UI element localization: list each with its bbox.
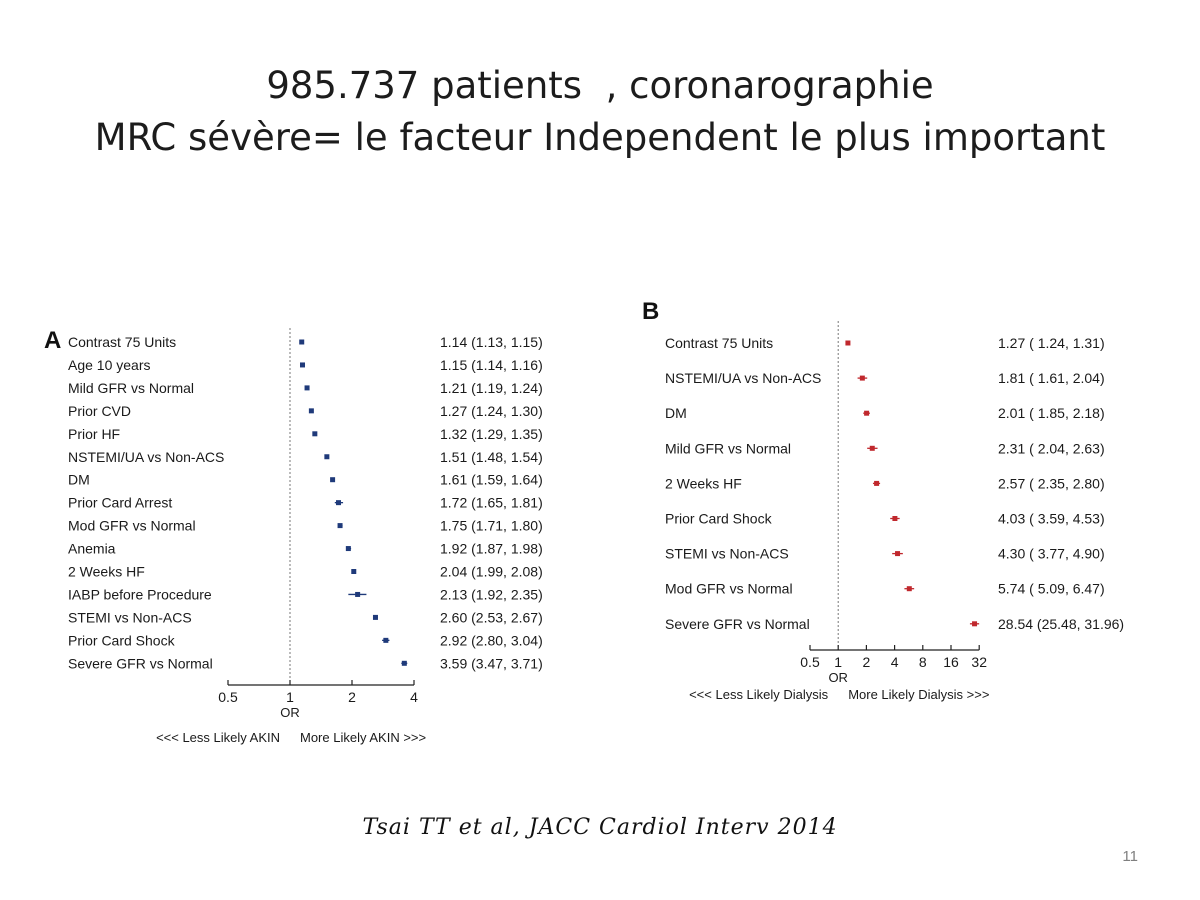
x-tick-label: 16 <box>943 654 959 670</box>
x-tick-label: 2 <box>863 654 871 670</box>
x-tick-label: 8 <box>919 654 927 670</box>
or-value-label: 2.57 ( 2.35, 2.80) <box>998 475 1105 491</box>
or-point <box>372 614 378 620</box>
x-tick-label: 1 <box>286 689 294 705</box>
x-axis-title: OR <box>828 670 848 685</box>
or-point <box>845 340 851 346</box>
or-point <box>895 551 901 557</box>
row-label: NSTEMI/UA vs Non-ACS <box>68 449 224 465</box>
or-value-label: 5.74 ( 5.09, 6.47) <box>998 581 1105 597</box>
row-label: Mod GFR vs Normal <box>665 581 793 597</box>
or-point <box>859 375 865 381</box>
direction-label-right: More Likely AKIN >>> <box>300 730 426 745</box>
row-label: Prior CVD <box>68 403 131 419</box>
or-point <box>383 637 389 643</box>
row-label: Mild GFR vs Normal <box>665 440 791 456</box>
or-value-label: 2.31 ( 2.04, 2.63) <box>998 440 1105 456</box>
row-label: 2 Weeks HF <box>665 475 742 491</box>
or-value-label: 1.92 (1.87, 1.98) <box>440 541 543 557</box>
row-label: Prior Card Arrest <box>68 495 172 511</box>
row-label: Contrast 75 Units <box>68 334 176 350</box>
row-label: Prior Card Shock <box>68 632 176 648</box>
or-point <box>337 523 343 529</box>
row-label: Prior Card Shock <box>665 511 773 527</box>
x-axis-title: OR <box>280 705 300 720</box>
or-value-label: 2.01 ( 1.85, 2.18) <box>998 405 1105 421</box>
or-value-label: 1.51 (1.48, 1.54) <box>440 449 543 465</box>
direction-label-left: <<< Less Likely Dialysis <box>689 687 829 702</box>
x-tick-label: 4 <box>891 654 899 670</box>
direction-label-right: More Likely Dialysis >>> <box>848 687 989 702</box>
or-value-label: 2.92 (2.80, 3.04) <box>440 632 543 648</box>
row-label: Mod GFR vs Normal <box>68 518 196 534</box>
or-point <box>300 362 306 368</box>
row-label: STEMI vs Non-ACS <box>665 546 789 562</box>
row-label: Age 10 years <box>68 357 151 373</box>
slide-title-line-2: MRC sévère= le facteur Independent le pl… <box>94 116 1106 159</box>
forest-plot-a: A Contrast 75 Units 1.14 (1.13, 1.15) Age 1… <box>44 327 543 745</box>
panel-letter-a: A <box>44 327 61 354</box>
x-tick-label: 1 <box>834 654 842 670</box>
or-value-label: 1.32 (1.29, 1.35) <box>440 426 543 442</box>
or-point <box>869 445 875 451</box>
row-label: DM <box>665 405 687 421</box>
slide-number: 11 <box>1122 848 1138 865</box>
or-value-label: 1.21 (1.19, 1.24) <box>440 380 543 396</box>
or-point <box>401 660 407 666</box>
row-label: DM <box>68 472 90 488</box>
or-value-label: 2.04 (1.99, 2.08) <box>440 564 543 580</box>
or-point <box>351 569 357 574</box>
or-point <box>355 591 361 597</box>
or-point <box>972 621 978 627</box>
x-tick-label: 32 <box>971 654 987 670</box>
slide-title: 985.737 patients , coronarographie MRC s… <box>0 60 1200 164</box>
or-value-label: 4.30 ( 3.77, 4.90) <box>998 546 1105 562</box>
or-value-label: 4.03 ( 3.59, 4.53) <box>998 511 1105 527</box>
row-label: Contrast 75 Units <box>665 335 773 351</box>
panel-letter-b: B <box>642 298 659 325</box>
or-point <box>906 586 912 592</box>
or-point <box>308 408 314 414</box>
or-value-label: 2.13 (1.92, 2.35) <box>440 586 543 602</box>
row-label: STEMI vs Non-ACS <box>68 609 192 625</box>
x-tick-label: 0.5 <box>800 654 820 670</box>
or-value-label: 1.75 (1.71, 1.80) <box>440 518 543 534</box>
or-value-label: 1.81 ( 1.61, 2.04) <box>998 370 1105 386</box>
or-value-label: 1.27 ( 1.24, 1.31) <box>998 335 1105 351</box>
or-point <box>345 546 351 552</box>
row-label: Mild GFR vs Normal <box>68 380 194 396</box>
or-value-label: 1.72 (1.65, 1.81) <box>440 495 543 511</box>
row-label: Prior HF <box>68 426 120 442</box>
or-point <box>864 410 870 416</box>
row-label: Severe GFR vs Normal <box>68 655 213 671</box>
or-point <box>324 454 330 460</box>
or-point <box>330 477 336 483</box>
row-label: IABP before Procedure <box>68 586 212 602</box>
or-value-label: 3.59 (3.47, 3.71) <box>440 655 543 671</box>
or-point <box>299 339 305 345</box>
row-label: 2 Weeks HF <box>68 564 145 580</box>
or-value-label: 1.61 (1.59, 1.64) <box>440 472 543 488</box>
row-label: NSTEMI/UA vs Non-ACS <box>665 370 821 386</box>
citation: Tsai TT et al, JACC Cardiol Interv 2014 <box>362 815 838 840</box>
x-tick-label: 0.5 <box>218 689 238 705</box>
or-point <box>304 385 310 391</box>
row-label: Severe GFR vs Normal <box>665 616 810 632</box>
or-point <box>892 516 898 521</box>
or-point <box>312 431 318 437</box>
or-value-label: 1.27 (1.24, 1.30) <box>440 403 543 419</box>
x-tick-label: 4 <box>410 689 418 705</box>
or-value-label: 1.15 (1.14, 1.16) <box>440 357 543 373</box>
or-value-label: 1.14 (1.13, 1.15) <box>440 334 543 350</box>
or-point <box>336 500 342 506</box>
direction-label-left: <<< Less Likely AKIN <box>156 730 280 745</box>
row-label: Anemia <box>68 541 116 557</box>
or-point <box>874 480 880 486</box>
or-value-label: 28.54 (25.48, 31.96) <box>998 616 1124 632</box>
or-value-label: 2.60 (2.53, 2.67) <box>440 609 543 625</box>
x-tick-label: 2 <box>348 689 356 705</box>
forest-plot-b: B Contrast 75 Units 1.27 ( 1.24, 1.31) NSTE… <box>642 298 1124 702</box>
slide-title-line-1: 985.737 patients , coronarographie <box>266 64 934 107</box>
